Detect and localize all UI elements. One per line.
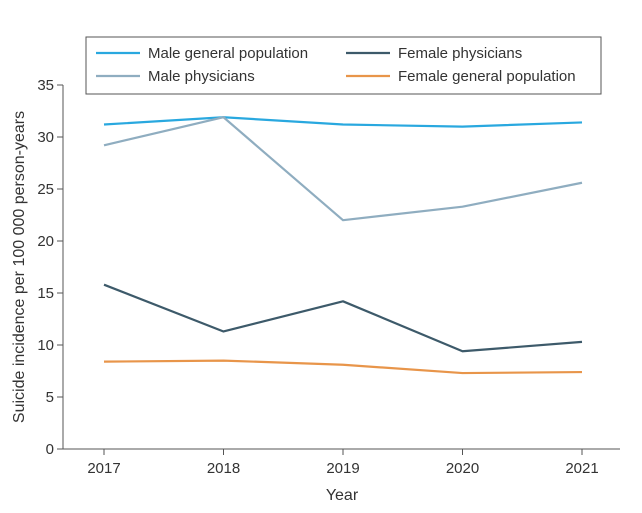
y-tick-label: 25 [37,181,54,198]
legend-box [85,36,602,95]
legend-label-female-physicians: Female physicians [398,45,522,62]
y-tick-label: 15 [37,285,54,302]
legend-label-male-physicians: Male physicians [148,68,255,85]
x-tick-label: 2017 [87,460,120,477]
x-tick-label: 2021 [565,460,598,477]
series-line-male-general-population [103,116,583,128]
series-lines [103,116,583,375]
axes [62,85,620,450]
y-tick-label: 35 [37,77,54,94]
series-line-female-general-population [103,359,583,375]
x-ticks: 2017 2018 2019 2020 2021 [87,449,599,477]
y-tick-label: 10 [37,337,54,354]
x-tick-label: 2020 [446,460,479,477]
x-tick-label: 2019 [326,460,359,477]
y-tick-label: 0 [46,441,54,458]
series-line-female-physicians [103,283,583,353]
y-ticks: 0 5 10 15 20 25 30 35 [37,77,63,458]
series-line-male-physicians [103,116,583,222]
y-tick-label: 5 [46,389,54,406]
y-tick-label: 30 [37,129,54,146]
legend: Male general population Female physicians… [85,36,602,95]
legend-label-female-general-population: Female general population [398,68,576,85]
x-tick-label: 2018 [207,460,240,477]
legend-label-male-general-population: Male general population [148,45,308,62]
y-axis-label: Suicide incidence per 100 000 person-yea… [11,111,28,423]
y-tick-label: 20 [37,233,54,250]
x-axis-label: Year [326,487,359,504]
